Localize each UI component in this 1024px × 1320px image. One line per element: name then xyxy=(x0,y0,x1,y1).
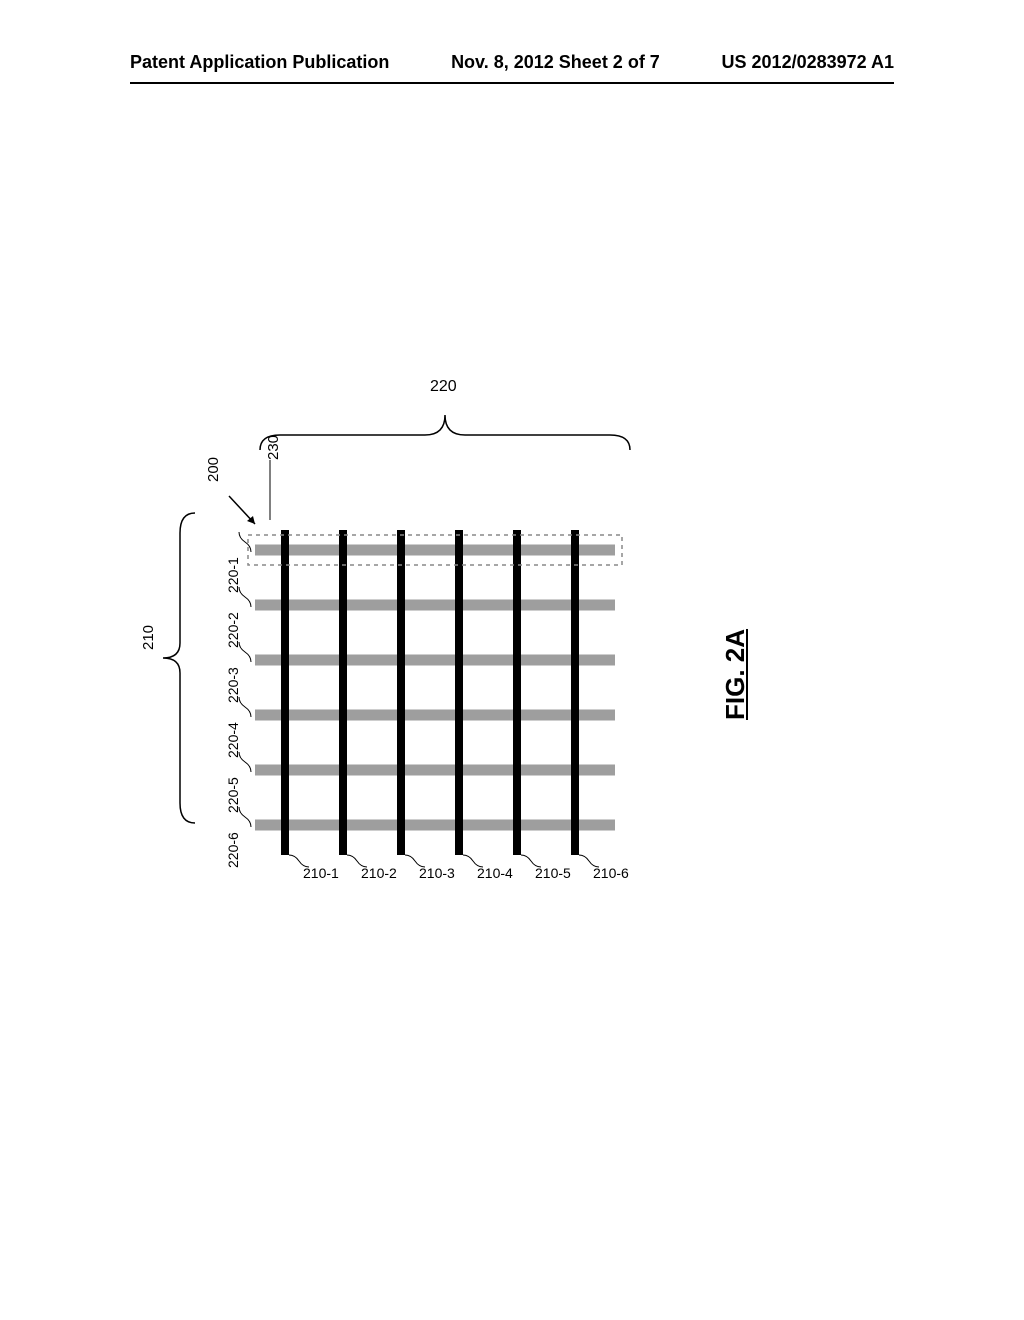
label-200: 200 xyxy=(205,457,222,482)
leader-curve xyxy=(287,853,312,871)
leader-curve xyxy=(237,640,255,665)
leader-curve xyxy=(461,853,486,871)
header-right: US 2012/0283972 A1 xyxy=(722,52,894,73)
label-230: 230 xyxy=(265,435,282,460)
leader-curve xyxy=(577,853,602,871)
leader-curve xyxy=(237,750,255,775)
horizontal-line-label: 220-6 xyxy=(225,832,241,868)
leader-curve xyxy=(237,805,255,830)
header-center: Nov. 8, 2012 Sheet 2 of 7 xyxy=(451,52,660,73)
leader-curve xyxy=(237,695,255,720)
header-rule xyxy=(130,82,894,84)
label-220: 220 xyxy=(430,378,457,396)
header-left: Patent Application Publication xyxy=(130,52,389,73)
leader-curve xyxy=(519,853,544,871)
leader-curve xyxy=(237,585,255,610)
figure-diagram xyxy=(220,480,640,880)
leader-curve xyxy=(403,853,428,871)
leader-curve xyxy=(345,853,370,871)
brace-210 xyxy=(155,443,205,873)
leader-curve xyxy=(237,530,255,555)
figure-label: FIG. 2A xyxy=(720,629,751,720)
brace-220 xyxy=(250,410,640,460)
